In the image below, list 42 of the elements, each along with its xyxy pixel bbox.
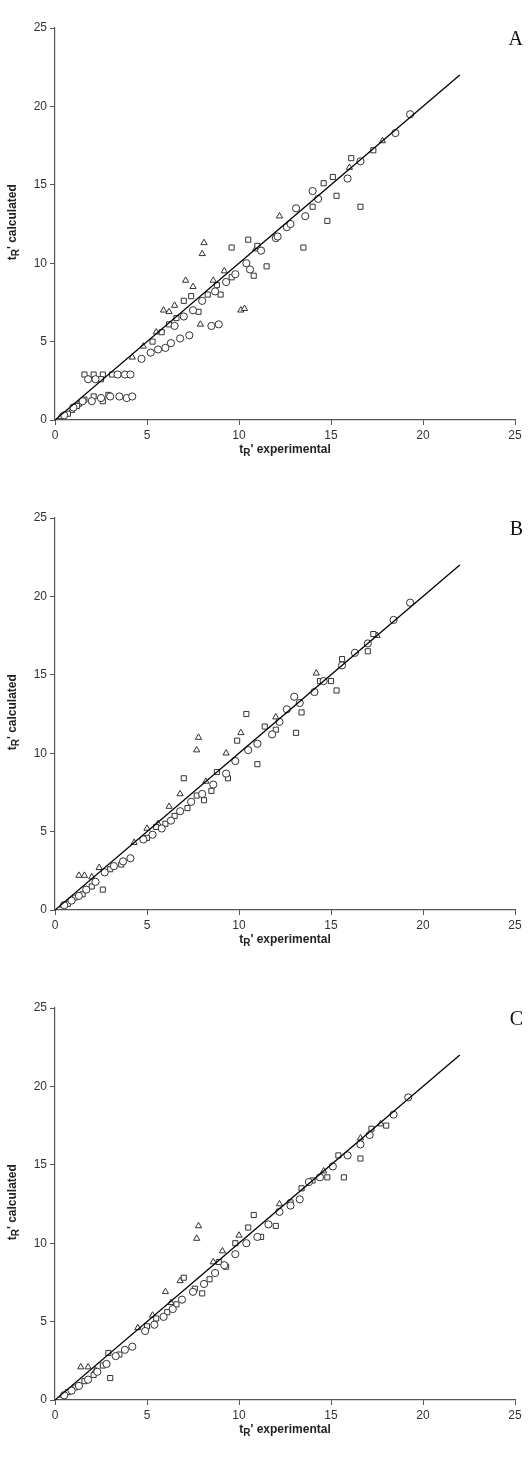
chart-title: B	[509, 517, 523, 540]
x-tick-label: 10	[232, 1407, 246, 1422]
x-tick-label: 10	[232, 427, 246, 442]
x-tick-label: 25	[508, 427, 522, 442]
y-tick-label: 0	[40, 412, 48, 427]
y-tick-label: 10	[33, 255, 48, 270]
x-tick-label: 25	[508, 1407, 522, 1422]
y-tick-label: 5	[40, 1313, 48, 1328]
x-tick-label: 0	[51, 1407, 59, 1422]
x-tick-label: 5	[143, 917, 151, 932]
y-tick-label: 10	[33, 745, 48, 760]
y-tick-label: 15	[33, 667, 48, 682]
x-axis-title: t$_{R}$' experimental	[238, 442, 332, 459]
y-tick-label: 0	[40, 902, 48, 917]
y-tick-label: 25	[33, 20, 48, 35]
y-tick-label: 5	[40, 823, 48, 838]
x-tick-label: 20	[416, 1407, 430, 1422]
x-tick-label: 15	[324, 917, 338, 932]
x-tick-label: 15	[324, 1407, 338, 1422]
y-tick-label: 15	[33, 177, 48, 192]
x-tick-label: 25	[508, 917, 522, 932]
y-tick-label: 15	[33, 1157, 48, 1172]
y-tick-label: 20	[33, 98, 48, 113]
y-tick-label: 20	[33, 1078, 48, 1093]
x-tick-label: 20	[416, 917, 430, 932]
x-tick-label: 10	[232, 917, 246, 932]
x-tick-label: 5	[143, 1407, 151, 1422]
x-tick-label: 15	[324, 427, 338, 442]
chart-title: C	[509, 1007, 523, 1030]
x-tick-label: 0	[51, 917, 59, 932]
y-tick-label: 10	[33, 1235, 48, 1250]
x-tick-label: 0	[51, 427, 59, 442]
y-tick-label: 25	[33, 510, 48, 525]
y-tick-label: 25	[33, 1000, 48, 1015]
x-axis-title: t$_{R}$' experimental	[238, 1422, 332, 1439]
y-tick-label: 0	[40, 1392, 48, 1407]
x-tick-label: 20	[416, 427, 430, 442]
y-tick-label: 5	[40, 333, 48, 348]
chart-title: A	[508, 27, 524, 50]
x-axis-title: t$_{R}$' experimental	[238, 932, 332, 949]
y-tick-label: 20	[33, 588, 48, 603]
x-tick-label: 5	[143, 427, 151, 442]
